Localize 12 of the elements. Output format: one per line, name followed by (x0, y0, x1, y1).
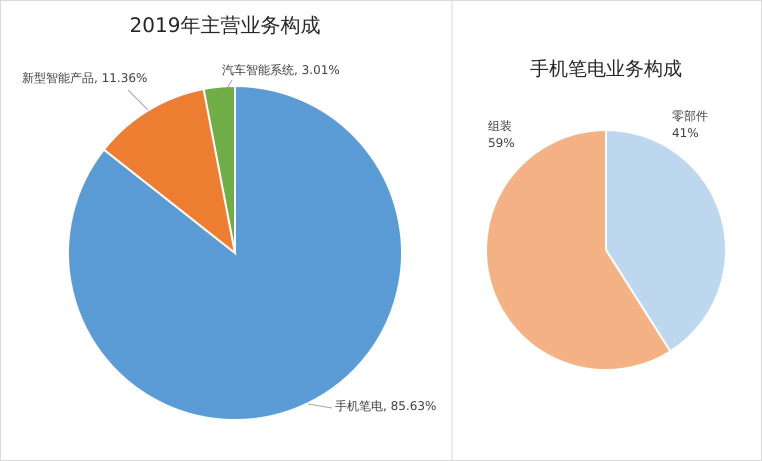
slice-label: 新型智能产品 (22, 71, 94, 85)
data-label: , 3.01% (294, 63, 340, 77)
slice-label: 汽车智能系统 (222, 63, 294, 77)
chart-title: 2019年主营业务构成 (130, 13, 320, 37)
slice-label: 组装 (488, 119, 512, 133)
data-label: , 11.36% (94, 71, 148, 85)
data-label: 41% (672, 126, 699, 140)
data-label: , 85.63% (383, 399, 436, 413)
data-label: 59% (488, 136, 515, 150)
slice-label: 零部件 (672, 109, 708, 123)
chart-title: 手机笔电业务构成 (530, 58, 682, 80)
slice-label: 手机笔电 (335, 399, 383, 413)
